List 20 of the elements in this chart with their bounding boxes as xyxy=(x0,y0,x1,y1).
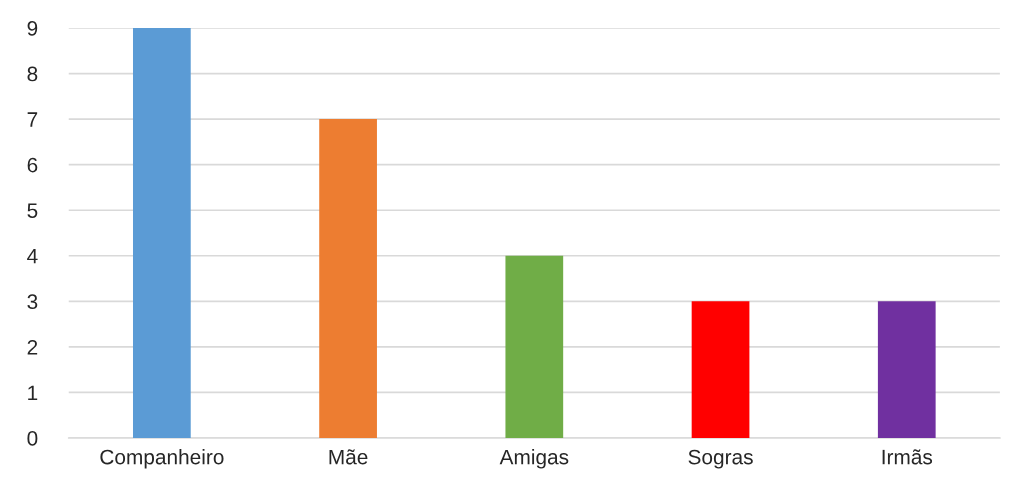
x-tick-label: Mãe xyxy=(329,449,368,465)
bar xyxy=(319,119,377,438)
y-tick-label: 8 xyxy=(27,66,38,82)
y-tick-label: 1 xyxy=(28,385,38,400)
y-tick-label: 9 xyxy=(27,21,38,36)
x-tick-label: Irmãs xyxy=(882,449,933,465)
y-tick-label: 0 xyxy=(27,431,38,446)
bar xyxy=(505,255,564,438)
bar xyxy=(877,301,936,438)
bar xyxy=(691,301,750,438)
y-tick-label: 2 xyxy=(27,339,38,355)
y-tick-label: 5 xyxy=(27,203,38,218)
x-tick-label: Amigas xyxy=(499,449,569,469)
y-tick-label: 3 xyxy=(27,294,38,310)
y-tick-label: 4 xyxy=(27,248,38,264)
y-tick-label: 6 xyxy=(27,157,38,173)
bar xyxy=(133,28,191,438)
x-tick-label: Companheiro xyxy=(100,449,224,469)
x-tick-label: Sogras xyxy=(688,449,753,469)
y-tick-label: 7 xyxy=(27,112,38,127)
